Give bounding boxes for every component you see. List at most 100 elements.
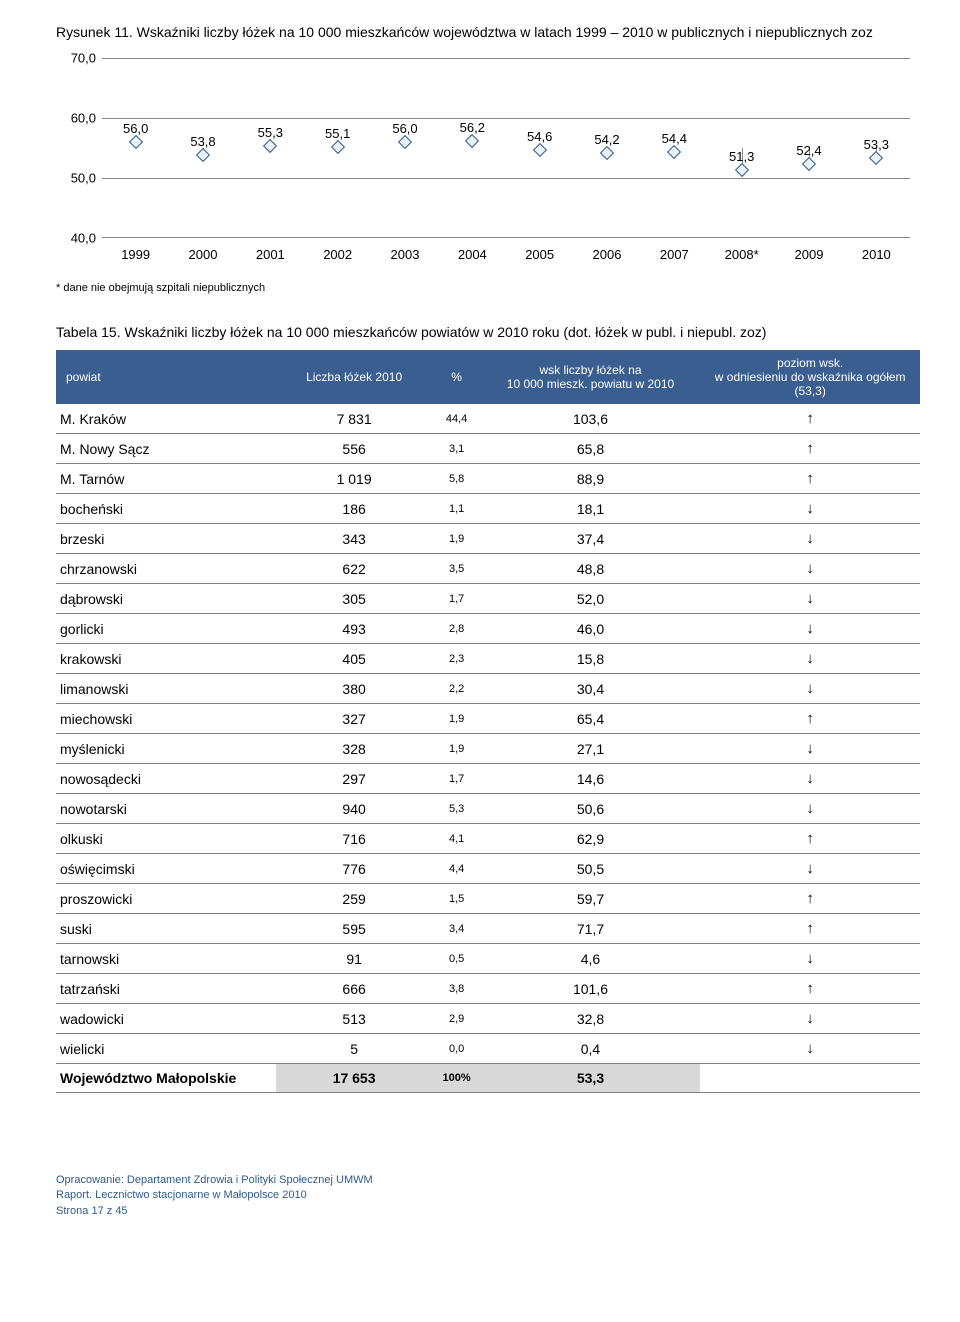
cell-powiat: Województwo Małopolskie: [56, 1064, 276, 1093]
data-point-label: 56,0: [392, 121, 417, 136]
table-row: dąbrowski3051,752,0↓: [56, 584, 920, 614]
table-row: brzeski3431,937,4↓: [56, 524, 920, 554]
data-point-marker: [802, 157, 816, 171]
data-point-marker: [465, 134, 479, 148]
footer-line-1: Opracowanie: Departament Zdrowia i Polit…: [56, 1173, 920, 1188]
cell-powiat: tatrzański: [56, 974, 276, 1004]
x-axis-label: 2000: [189, 247, 218, 262]
cell-powiat: myślenicki: [56, 734, 276, 764]
cell-wsk: 4,6: [481, 944, 701, 974]
cell-wsk: 27,1: [481, 734, 701, 764]
cell-liczba: 297: [276, 764, 433, 794]
cell-wsk: 101,6: [481, 974, 701, 1004]
cell-pct: 44,4: [433, 404, 481, 434]
cell-powiat: gorlicki: [56, 614, 276, 644]
cell-trend-arrow: ↓: [700, 554, 920, 584]
cell-wsk: 32,8: [481, 1004, 701, 1034]
cell-liczba: 666: [276, 974, 433, 1004]
table-row: M. Kraków7 83144,4103,6↑: [56, 404, 920, 434]
cell-powiat: nowosądecki: [56, 764, 276, 794]
data-point-marker: [735, 163, 749, 177]
x-axis-label: 2007: [660, 247, 689, 262]
cell-wsk: 65,4: [481, 704, 701, 734]
y-axis-label: 40,0: [56, 231, 96, 246]
data-point-marker: [398, 135, 412, 149]
cell-powiat: miechowski: [56, 704, 276, 734]
cell-pct: 2,3: [433, 644, 481, 674]
table-row: proszowicki2591,559,7↑: [56, 884, 920, 914]
beds-chart: 56,053,855,355,156,056,254,654,254,451,3…: [56, 58, 920, 268]
cell-pct: 3,8: [433, 974, 481, 1004]
cell-powiat: dąbrowski: [56, 584, 276, 614]
x-axis-label: 2005: [525, 247, 554, 262]
cell-liczba: 405: [276, 644, 433, 674]
chart-plot-area: 56,053,855,355,156,056,254,654,254,451,3…: [102, 58, 910, 238]
cell-powiat: brzeski: [56, 524, 276, 554]
cell-wsk: 30,4: [481, 674, 701, 704]
cell-liczba: 493: [276, 614, 433, 644]
cell-pct: 1,5: [433, 884, 481, 914]
data-point-marker: [600, 146, 614, 160]
cell-trend-arrow: ↑: [700, 974, 920, 1004]
cell-powiat: tarnowski: [56, 944, 276, 974]
cell-pct: 3,1: [433, 434, 481, 464]
data-point-label: 53,8: [190, 134, 215, 149]
cell-pct: 4,4: [433, 854, 481, 884]
cell-trend-arrow: ↑: [700, 404, 920, 434]
table-row: nowotarski9405,350,6↓: [56, 794, 920, 824]
data-point-label: 54,4: [662, 131, 687, 146]
cell-wsk: 88,9: [481, 464, 701, 494]
y-axis-label: 70,0: [56, 51, 96, 66]
gridline: [102, 118, 910, 119]
page-footer: Opracowanie: Departament Zdrowia i Polit…: [56, 1173, 920, 1219]
cell-pct: 1,9: [433, 704, 481, 734]
data-point-marker: [533, 143, 547, 157]
data-point-label: 55,1: [325, 126, 350, 141]
cell-liczba: 327: [276, 704, 433, 734]
cell-trend-arrow: ↑: [700, 824, 920, 854]
x-axis-label: 2002: [323, 247, 352, 262]
cell-liczba: 328: [276, 734, 433, 764]
gridline: [102, 58, 910, 59]
cell-wsk: 62,9: [481, 824, 701, 854]
cell-trend-arrow: ↓: [700, 854, 920, 884]
cell-trend-arrow: ↓: [700, 614, 920, 644]
y-axis-label: 60,0: [56, 111, 96, 126]
table-row: oświęcimski7764,450,5↓: [56, 854, 920, 884]
cell-pct: 2,8: [433, 614, 481, 644]
cell-liczba: 595: [276, 914, 433, 944]
data-point-label: 55,3: [258, 125, 283, 140]
x-axis-label: 2008*: [725, 247, 759, 262]
chart-footnote: * dane nie obejmują szpitali niepubliczn…: [56, 282, 920, 294]
x-axis-label: 2003: [391, 247, 420, 262]
cell-powiat: bocheński: [56, 494, 276, 524]
cell-powiat: wadowicki: [56, 1004, 276, 1034]
table-caption: Tabela 15. Wskaźniki liczby łóżek na 10 …: [56, 324, 920, 340]
cell-trend-arrow: ↑: [700, 884, 920, 914]
cell-wsk: 50,5: [481, 854, 701, 884]
x-axis-label: 2009: [795, 247, 824, 262]
cell-wsk: 52,0: [481, 584, 701, 614]
data-point-marker: [667, 145, 681, 159]
table-row: tarnowski910,54,6↓: [56, 944, 920, 974]
gridline: [102, 178, 910, 179]
cell-liczba: 305: [276, 584, 433, 614]
cell-liczba: 5: [276, 1034, 433, 1064]
cell-trend-arrow: ↑: [700, 914, 920, 944]
cell-pct: 0,0: [433, 1034, 481, 1064]
cell-liczba: 91: [276, 944, 433, 974]
cell-trend-arrow: ↓: [700, 764, 920, 794]
cell-trend-arrow: ↓: [700, 794, 920, 824]
cell-wsk: 46,0: [481, 614, 701, 644]
cell-liczba: 17 653: [276, 1064, 433, 1093]
cell-trend-arrow: ↓: [700, 1034, 920, 1064]
table-row: chrzanowski6223,548,8↓: [56, 554, 920, 584]
cell-pct: 1,7: [433, 584, 481, 614]
cell-trend-arrow: ↑: [700, 704, 920, 734]
cell-wsk: 59,7: [481, 884, 701, 914]
table-row: suski5953,471,7↑: [56, 914, 920, 944]
cell-liczba: 776: [276, 854, 433, 884]
data-point-marker: [196, 148, 210, 162]
table-row: M. Nowy Sącz5563,165,8↑: [56, 434, 920, 464]
cell-trend-arrow: ↓: [700, 734, 920, 764]
